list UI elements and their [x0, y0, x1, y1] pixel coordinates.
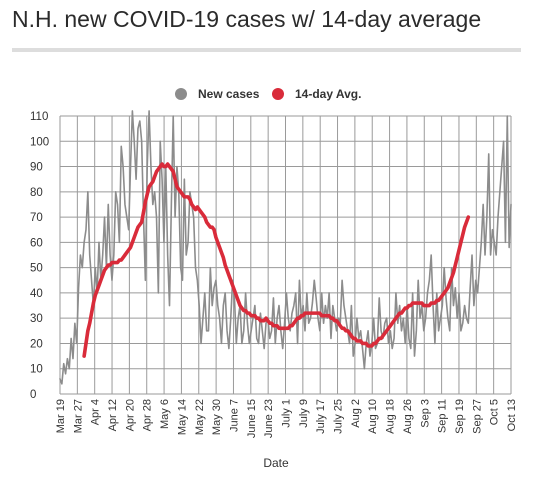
- x-tick-label: Apr 28: [142, 399, 154, 431]
- legend-label-new-cases: New cases: [198, 87, 260, 101]
- x-tick-label: Aug 18: [385, 399, 397, 434]
- series-layer: [59, 110, 512, 385]
- x-tick-label: Mar 19: [55, 399, 67, 433]
- x-tick-label: May 30: [211, 399, 223, 435]
- y-tick-label: 70: [30, 212, 43, 224]
- x-tick-label: Apr 4: [90, 399, 102, 425]
- chart-title: N.H. new COVID-19 cases w/ 14-day averag…: [12, 6, 482, 32]
- x-tick-label: July 9: [298, 399, 310, 428]
- legend-label-14-day-avg: 14-day Avg.: [295, 87, 361, 101]
- x-tick-label: Sep 3: [419, 399, 431, 428]
- series-line-new-cases: [59, 110, 512, 385]
- x-tick-label: July 17: [315, 399, 327, 434]
- x-axis-ticks: Mar 19 Mar 27 Apr 4 Apr 12 Apr 20 Apr 28 May 6…: [55, 399, 518, 438]
- x-tick-label: Sep 11: [437, 399, 449, 433]
- x-tick-label: Apr 20: [124, 399, 136, 431]
- y-tick-label: 80: [30, 187, 43, 199]
- y-tick-label: 40: [30, 288, 43, 300]
- y-tick-label: 0: [30, 389, 36, 401]
- y-tick-label: 100: [30, 136, 49, 148]
- y-tick-label: 110: [30, 111, 48, 123]
- x-tick-label: Aug 2: [350, 399, 362, 428]
- x-tick-label: May 6: [159, 399, 171, 429]
- series-line-14-day-avg: [82, 162, 471, 358]
- y-tick-label: 30: [30, 313, 43, 325]
- x-tick-label: July 25: [333, 399, 345, 434]
- y-tick-label: 50: [30, 263, 43, 275]
- title-divider: [12, 48, 521, 52]
- y-tick-label: 60: [30, 237, 43, 249]
- x-tick-label: May 14: [176, 399, 188, 435]
- legend-marker-14-day-avg: [272, 88, 284, 100]
- x-tick-label: Aug 10: [367, 399, 379, 434]
- x-tick-label: June 23: [263, 399, 275, 438]
- x-tick-label: Aug 26: [402, 399, 414, 434]
- grid: [59, 115, 512, 395]
- x-tick-label: June 15: [246, 399, 258, 438]
- legend-marker-new-cases: [175, 88, 187, 100]
- y-tick-label: 90: [30, 162, 43, 174]
- x-tick-label: Sep 27: [471, 399, 483, 434]
- x-tick-label: May 22: [194, 399, 206, 435]
- x-tick-label: Sep 19: [454, 399, 466, 434]
- x-tick-label: Oct 13: [506, 399, 518, 431]
- legend: New cases 14-day Avg.: [175, 87, 361, 101]
- x-tick-label: July 1: [281, 399, 293, 428]
- y-axis-ticks: 0 10 20 30 40 50 60 70 80 90 100 110: [30, 111, 49, 401]
- x-tick-label: Apr 12: [107, 399, 119, 431]
- x-tick-label: June 7: [228, 399, 240, 432]
- y-tick-label: 10: [30, 364, 43, 376]
- x-axis-label: Date: [263, 456, 289, 470]
- x-tick-label: Mar 27: [72, 399, 84, 433]
- y-tick-label: 20: [30, 338, 43, 350]
- x-tick-label: Oct 5: [489, 399, 501, 425]
